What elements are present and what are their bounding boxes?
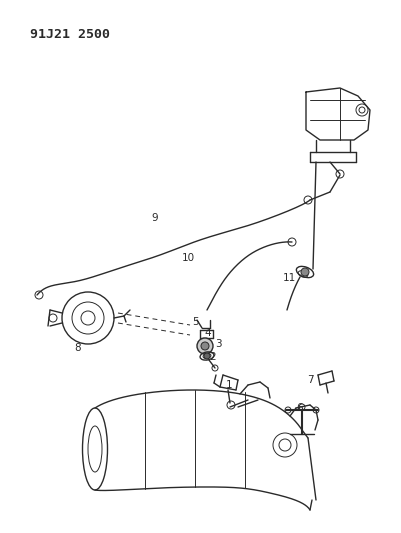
Text: 4: 4 [204,328,211,338]
Text: 91J21 2500: 91J21 2500 [30,28,110,41]
Text: 9: 9 [151,213,158,223]
Text: 5: 5 [192,317,199,327]
Text: 8: 8 [75,343,81,353]
Text: 7: 7 [306,375,312,385]
Text: 2: 2 [209,352,216,362]
Circle shape [203,353,209,359]
Text: 10: 10 [181,253,194,263]
Text: 3: 3 [214,339,221,349]
Circle shape [200,342,209,350]
Circle shape [300,268,308,276]
Text: 11: 11 [282,273,295,283]
Circle shape [196,338,213,354]
Text: 1: 1 [225,380,232,390]
Text: 6: 6 [296,403,303,413]
